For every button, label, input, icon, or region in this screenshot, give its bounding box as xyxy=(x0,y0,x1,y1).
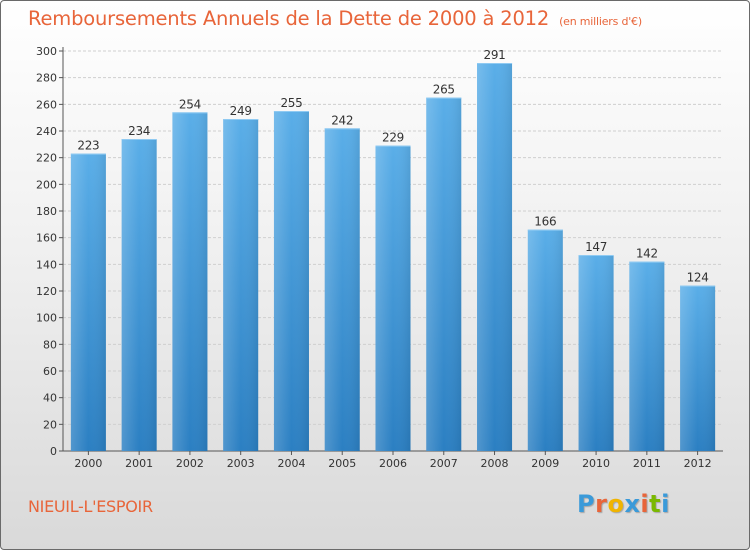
bars xyxy=(70,63,716,452)
data-label: 255 xyxy=(280,96,302,110)
x-tick-label: 2002 xyxy=(176,457,204,470)
bar-highlight xyxy=(324,128,360,451)
y-tick-label: 260 xyxy=(36,98,57,111)
axes: 0 20 40 60 80 100 120 140 160 180 200 220 240 260 280 3… xyxy=(36,45,723,470)
y-tick-label: 120 xyxy=(36,285,57,298)
data-label: 254 xyxy=(179,97,201,111)
bar-highlight xyxy=(578,255,614,451)
x-tick-label: 2012 xyxy=(684,457,712,470)
data-label: 166 xyxy=(534,215,556,229)
bar-highlight xyxy=(629,261,665,451)
logo-letter: o xyxy=(607,490,625,518)
data-label: 242 xyxy=(331,113,353,127)
x-tick-label: 2001 xyxy=(125,457,153,470)
x-tick-label: 2003 xyxy=(227,457,255,470)
bar-highlight xyxy=(680,285,716,451)
data-label: 223 xyxy=(77,139,99,153)
bar-highlight xyxy=(527,229,563,451)
chart-title-text: Remboursements Annuels de la Dette de 20… xyxy=(28,7,550,30)
x-tick-label: 2004 xyxy=(277,457,305,470)
y-tick-label: 100 xyxy=(36,312,57,325)
x-tick-label: 2009 xyxy=(531,457,559,470)
y-tick-label: 80 xyxy=(43,338,57,351)
chart-unit: (en milliers d'€) xyxy=(559,15,642,28)
data-label: 291 xyxy=(484,48,506,62)
data-labels: 223 234 254 249 255 242 229 265 291 166 147 142 124 xyxy=(77,48,709,285)
y-tick-label: 280 xyxy=(36,72,57,85)
logo-letter: x xyxy=(624,490,641,518)
y-tick-label: 0 xyxy=(50,445,57,458)
y-tick-label: 60 xyxy=(43,365,57,378)
y-tick-label: 140 xyxy=(36,258,57,271)
x-tick-label: 2000 xyxy=(74,457,102,470)
bar-highlight xyxy=(375,145,411,451)
x-tick-label: 2007 xyxy=(430,457,458,470)
data-label: 229 xyxy=(382,131,404,145)
y-tick-label: 180 xyxy=(36,205,57,218)
bar-highlight xyxy=(121,139,157,451)
bar-highlight xyxy=(273,111,309,451)
data-label: 249 xyxy=(230,104,252,118)
logo-letter: t xyxy=(649,490,662,518)
y-tick-label: 200 xyxy=(36,178,57,191)
chart-title: Remboursements Annuels de la Dette de 20… xyxy=(28,7,642,30)
y-tick-label: 300 xyxy=(36,45,57,58)
proxiti-logo[interactable]: Proxiti xyxy=(577,490,670,518)
data-label: 147 xyxy=(585,240,607,254)
logo-letter: i xyxy=(661,490,670,518)
bar-highlight xyxy=(477,63,513,451)
data-label: 124 xyxy=(687,271,709,285)
y-tick-label: 220 xyxy=(36,152,57,165)
x-tick-label: 2005 xyxy=(328,457,356,470)
bar-highlight xyxy=(223,119,259,451)
logo-letter: i xyxy=(640,490,650,518)
bar-highlight xyxy=(172,112,208,451)
logo-letter: r xyxy=(595,490,608,518)
y-tick-label: 240 xyxy=(36,125,57,138)
x-tick-label: 2006 xyxy=(379,457,407,470)
data-label: 265 xyxy=(433,83,455,97)
x-tick-label: 2011 xyxy=(633,457,661,470)
data-label: 234 xyxy=(128,124,150,138)
logo-letter: P xyxy=(577,490,596,518)
x-tick-label: 2008 xyxy=(481,457,509,470)
bar-highlight xyxy=(70,153,106,451)
commune-name: NIEUIL-L'ESPOIR xyxy=(28,497,153,516)
y-tick-label: 20 xyxy=(43,418,57,431)
bar-highlight xyxy=(426,97,462,452)
x-tick-label: 2010 xyxy=(582,457,610,470)
y-tick-label: 160 xyxy=(36,232,57,245)
y-tick-label: 40 xyxy=(43,392,57,405)
data-label: 142 xyxy=(636,247,658,261)
